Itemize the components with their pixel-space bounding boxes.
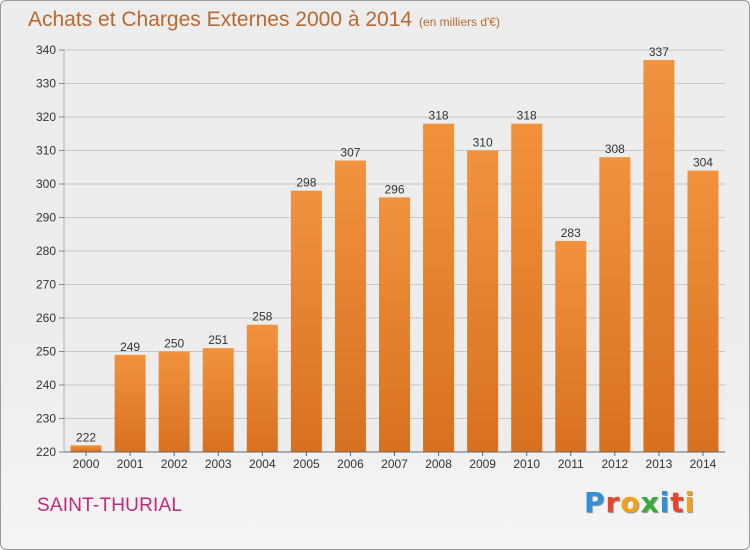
bar-value-label: 337 [649,45,669,59]
bar [555,240,587,452]
commune-name: SAINT-THURIAL [37,495,183,516]
bar-value-label: 298 [296,176,316,190]
y-tick-label: 290 [36,211,56,225]
x-tick-label: 2005 [293,457,320,471]
bar-value-label: 304 [693,156,713,170]
bar [687,170,719,452]
y-tick-label: 310 [36,144,56,158]
logo-letter: x [640,486,660,519]
logo-letter: i [684,486,696,519]
y-axis-ticks: 220 230 240 250 260 270 280 290 300 310 320 330 340 [36,43,64,459]
bar-value-label: 307 [340,146,360,160]
y-tick-label: 340 [36,43,56,57]
x-tick-label: 2014 [690,457,717,471]
x-tick-label: 2006 [337,457,364,471]
bar-value-label: 249 [120,340,140,354]
bar [290,190,322,452]
logo-letter: P [584,486,606,519]
y-tick-label: 330 [36,77,56,91]
x-tick-label: 2009 [469,457,496,471]
y-tick-label: 240 [36,378,56,392]
y-tick-label: 280 [36,244,56,258]
x-tick-label: 2000 [73,457,100,471]
bar [643,60,675,453]
logo-letter: r [605,486,621,519]
y-tick-label: 270 [36,278,56,292]
bar [379,197,410,452]
logo-letter: o [620,486,641,519]
bar [423,123,455,452]
x-tick-label: 2012 [601,457,628,471]
proxiti-logo: Proxiti [584,486,695,519]
y-tick-label: 320 [36,110,56,124]
x-tick-label: 2007 [381,457,408,471]
logo-letter: i [659,486,671,519]
x-tick-label: 2002 [161,457,188,471]
bars: 222 249 250 251 258 298 307 296 318 310 318 283 308 3… [70,45,719,453]
bar [334,160,366,453]
bar [70,445,102,452]
bar [599,157,631,452]
logo-letter: t [670,486,685,519]
x-tick-label: 2010 [513,457,540,471]
bar-value-label: 310 [473,136,493,150]
bar-value-label: 318 [429,109,449,123]
bar-value-label: 318 [517,109,537,123]
bar-value-label: 258 [252,310,272,324]
chart-title: Achats et Charges Externes 2000 à 2014 [28,8,413,31]
x-tick-label: 2004 [249,457,276,471]
bar [114,354,146,452]
y-tick-label: 300 [36,177,56,191]
bar-value-label: 222 [76,430,96,444]
bar-value-label: 251 [208,333,228,347]
bar-value-label: 308 [605,142,625,156]
bar [511,123,543,452]
x-tick-label: 2011 [558,457,584,471]
x-tick-label: 2008 [425,457,452,471]
bar-value-label: 250 [164,337,184,351]
y-tick-label: 230 [36,412,56,426]
y-tick-label: 220 [36,445,56,459]
y-tick-label: 250 [36,345,56,359]
bar-value-label: 283 [561,226,581,240]
bar [202,348,234,452]
x-tick-label: 2001 [117,457,144,471]
bar [158,351,190,452]
bar [467,150,499,452]
chart-subtitle: (en milliers d'€) [419,15,500,29]
x-axis-ticks: 2000 2001 2002 2003 2004 2005 2006 2007 2008 2009… [73,452,717,471]
y-tick-label: 260 [36,311,56,325]
bar [246,324,278,452]
bar-value-label: 296 [384,182,404,196]
x-tick-label: 2003 [205,457,232,471]
x-tick-label: 2013 [646,457,673,471]
